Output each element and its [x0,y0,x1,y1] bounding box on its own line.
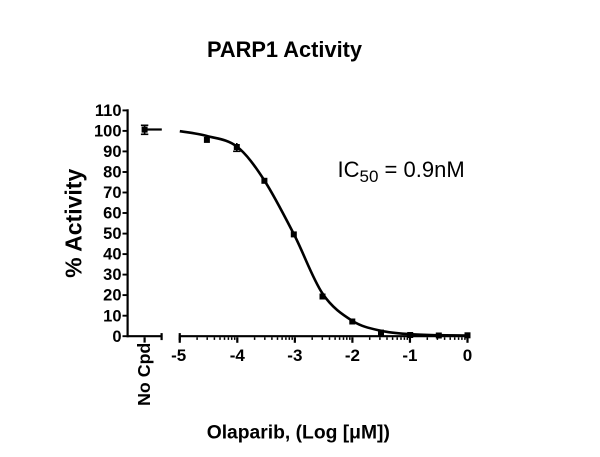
svg-text:-3: -3 [287,346,302,365]
svg-text:20: 20 [103,287,121,305]
svg-text:IC50 = 0.9nM: IC50 = 0.9nM [338,157,465,186]
svg-text:0: 0 [112,328,121,346]
svg-text:60: 60 [103,205,121,223]
svg-text:PARP1 Activity: PARP1 Activity [207,37,362,62]
svg-text:110: 110 [95,102,122,120]
svg-text:80: 80 [103,164,121,182]
svg-text:-1: -1 [402,346,417,365]
svg-text:0: 0 [463,346,472,365]
svg-text:-5: -5 [171,346,186,365]
svg-text:40: 40 [103,246,121,264]
svg-text:-4: -4 [230,346,246,365]
svg-text:No Cpd: No Cpd [134,343,154,406]
svg-text:90: 90 [103,143,121,161]
svg-text:50: 50 [103,225,121,243]
svg-text:100: 100 [94,123,122,141]
svg-text:10: 10 [103,307,121,325]
svg-text:-2: -2 [345,346,360,365]
svg-text:30: 30 [103,266,121,284]
svg-text:70: 70 [103,184,121,202]
svg-text:% Activity: % Activity [61,169,87,278]
svg-text:Olaparib, (Log [μM]): Olaparib, (Log [μM]) [207,423,390,444]
